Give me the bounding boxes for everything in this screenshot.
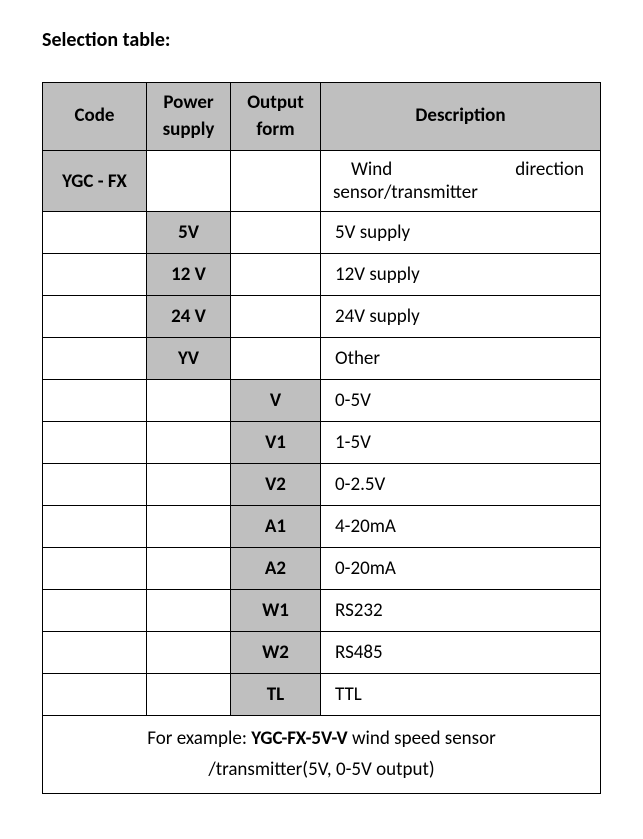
- cell-code: [43, 590, 147, 632]
- table-row: 12 V 12V supply: [43, 254, 601, 296]
- table-row: YV Other: [43, 338, 601, 380]
- cell-output: [231, 296, 321, 338]
- cell-code: [43, 422, 147, 464]
- cell-description: 1-5V: [321, 422, 601, 464]
- cell-description: RS485: [321, 632, 601, 674]
- cell-code: [43, 632, 147, 674]
- cell-power: 24 V: [147, 296, 231, 338]
- cell-description: 5V supply: [321, 212, 601, 254]
- cell-power: [147, 590, 231, 632]
- header-code: Code: [43, 83, 147, 151]
- table-row: A1 4-20mA: [43, 506, 601, 548]
- cell-power: 5V: [147, 212, 231, 254]
- cell-description: TTL: [321, 674, 601, 716]
- cell-output: TL: [231, 674, 321, 716]
- table-row: TL TTL: [43, 674, 601, 716]
- cell-description: 0-2.5V: [321, 464, 601, 506]
- cell-power: [147, 422, 231, 464]
- cell-description: 0-20mA: [321, 548, 601, 590]
- cell-description: 4-20mA: [321, 506, 601, 548]
- cell-code: [43, 464, 147, 506]
- cell-output: [231, 254, 321, 296]
- table-row: A2 0-20mA: [43, 548, 601, 590]
- table-row: V1 1-5V: [43, 422, 601, 464]
- cell-output: V: [231, 380, 321, 422]
- header-description: Description: [321, 83, 601, 151]
- cell-code: [43, 254, 147, 296]
- header-output: Output form: [231, 83, 321, 151]
- cell-description: 0-5V: [321, 380, 601, 422]
- cell-output: [231, 151, 321, 212]
- table-row: 24 V 24V supply: [43, 296, 601, 338]
- table-row: V2 0-2.5V: [43, 464, 601, 506]
- cell-output: W1: [231, 590, 321, 632]
- cell-output: A2: [231, 548, 321, 590]
- cell-description: 24V supply: [321, 296, 601, 338]
- cell-output: [231, 338, 321, 380]
- footer-bold: YGC-FX-5V-V: [251, 727, 347, 750]
- footer-prefix: For example:: [147, 727, 251, 750]
- table-header-row: Code Power supply Output form Descriptio…: [43, 83, 601, 151]
- cell-code: [43, 212, 147, 254]
- cell-power: [147, 506, 231, 548]
- cell-power: [147, 632, 231, 674]
- footer-cell: For example: YGC-FX-5V-V wind speed sens…: [43, 716, 601, 794]
- cell-power: [147, 674, 231, 716]
- cell-power: [147, 380, 231, 422]
- cell-description: Other: [321, 338, 601, 380]
- cell-output: [231, 212, 321, 254]
- table-body: YGC - FX Wind direction sensor/transmitt…: [43, 151, 601, 794]
- table-footer-row: For example: YGC-FX-5V-V wind speed sens…: [43, 716, 601, 794]
- cell-description: 12V supply: [321, 254, 601, 296]
- table-row: W1 RS232: [43, 590, 601, 632]
- cell-code: [43, 674, 147, 716]
- cell-code: [43, 506, 147, 548]
- table-row: 5V 5V supply: [43, 212, 601, 254]
- cell-output: V2: [231, 464, 321, 506]
- table-row: V 0-5V: [43, 380, 601, 422]
- footer-suffix1: wind speed sensor: [348, 727, 496, 750]
- header-power: Power supply: [147, 83, 231, 151]
- desc-line2: sensor/transmitter: [331, 181, 590, 204]
- desc-word2: direction: [515, 158, 584, 181]
- cell-description: RS232: [321, 590, 601, 632]
- cell-code: [43, 296, 147, 338]
- desc-line1: Wind direction: [331, 158, 590, 181]
- footer-suffix2: /transmitter(5V, 0-5V output): [208, 758, 434, 781]
- selection-table: Code Power supply Output form Descriptio…: [42, 82, 601, 794]
- desc-word1: Wind: [351, 158, 392, 181]
- cell-code: [43, 548, 147, 590]
- cell-power: [147, 548, 231, 590]
- cell-output: W2: [231, 632, 321, 674]
- table-row: W2 RS485: [43, 632, 601, 674]
- cell-code: [43, 338, 147, 380]
- section-heading: Selection table:: [42, 28, 601, 52]
- cell-power: [147, 151, 231, 212]
- cell-power: YV: [147, 338, 231, 380]
- cell-output: A1: [231, 506, 321, 548]
- cell-description: Wind direction sensor/transmitter: [321, 151, 601, 212]
- table-row: YGC - FX Wind direction sensor/transmitt…: [43, 151, 601, 212]
- cell-code: YGC - FX: [43, 151, 147, 212]
- cell-power: 12 V: [147, 254, 231, 296]
- cell-code: [43, 380, 147, 422]
- cell-output: V1: [231, 422, 321, 464]
- cell-power: [147, 464, 231, 506]
